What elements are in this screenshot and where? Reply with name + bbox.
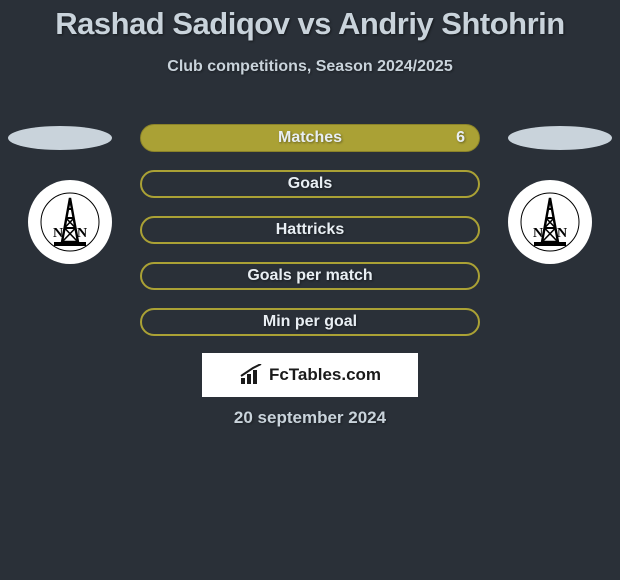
brand-chart-icon [239, 364, 265, 386]
page-title: Rashad Sadiqov vs Andriy Shtohrin [0, 6, 620, 42]
stat-label: Hattricks [276, 221, 344, 239]
player-right-ellipse [508, 126, 612, 150]
stat-label: Min per goal [263, 313, 357, 331]
stat-row-goals: Goals [140, 170, 480, 198]
stat-right-value: 6 [456, 129, 465, 147]
stat-label: Goals per match [247, 267, 372, 285]
brand-box: FcTables.com [202, 353, 418, 397]
svg-text:N: N [77, 226, 87, 241]
stats-panel: Matches 6 Goals Hattricks Goals per matc… [140, 124, 480, 354]
stat-row-matches: Matches 6 [140, 124, 480, 152]
oil-derrick-icon: N N [40, 192, 100, 252]
stat-label: Goals [288, 175, 332, 193]
stat-row-min-per-goal: Min per goal [140, 308, 480, 336]
svg-text:N: N [557, 226, 567, 241]
date-text: 20 september 2024 [0, 408, 620, 428]
club-logo-right: N N [508, 180, 592, 264]
header: Rashad Sadiqov vs Andriy Shtohrin Club c… [0, 0, 620, 76]
page-subtitle: Club competitions, Season 2024/2025 [0, 58, 620, 76]
svg-text:N: N [533, 226, 543, 241]
stat-label: Matches [278, 129, 342, 147]
svg-text:N: N [53, 226, 63, 241]
club-logo-left: N N [28, 180, 112, 264]
player-left-ellipse [8, 126, 112, 150]
brand-text: FcTables.com [269, 365, 381, 385]
stat-row-goals-per-match: Goals per match [140, 262, 480, 290]
oil-derrick-icon: N N [520, 192, 580, 252]
stat-row-hattricks: Hattricks [140, 216, 480, 244]
